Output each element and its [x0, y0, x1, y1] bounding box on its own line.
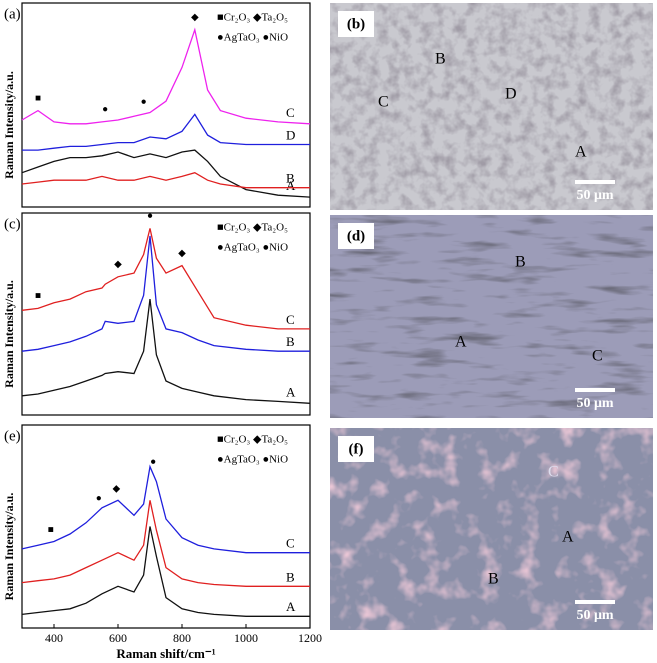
peak-marker: ◆ [113, 483, 121, 494]
x-tick-label: 1000 [234, 631, 258, 645]
series-label: C [286, 105, 295, 120]
spectrum-line [21, 149, 311, 198]
spectrum-line [21, 299, 311, 404]
peak-marker: ◆ [191, 12, 199, 23]
spectrum-line [21, 171, 310, 189]
y-axis-label: Raman Intensity/a.u. [2, 280, 16, 388]
peak-marker: ● [96, 493, 102, 504]
legend-entry: ■Cr₂O₃ ◆Ta₂O₅ [217, 222, 288, 234]
series-label: D [286, 127, 295, 142]
region-label: B [435, 51, 446, 68]
peak-marker: ◆ [178, 248, 186, 259]
peak-marker: ● [141, 96, 147, 107]
legend-entry: ●AgTaO₃ ●NiO [217, 242, 288, 254]
spectrum-line [21, 27, 311, 125]
scale-label: 50 μm [576, 396, 613, 411]
peak-marker: ■ [48, 525, 54, 536]
x-tick-label: 800 [173, 631, 191, 645]
panel-label: (d) [347, 228, 365, 244]
legend-entry: ●AgTaO₃ ●NiO [217, 32, 288, 44]
x-axis-label: Raman shift/cm⁻¹ [116, 646, 215, 661]
panel-label-box [338, 11, 374, 37]
panel-label: (e) [4, 428, 21, 444]
panel-label-box [338, 223, 374, 249]
spectrum-line [21, 500, 310, 587]
series-label: C [286, 536, 295, 551]
spectrum-line [21, 526, 310, 617]
region-label: A [455, 334, 467, 351]
y-axis-label: Raman Intensity/a.u. [2, 493, 16, 601]
panel-label: (f) [349, 441, 364, 457]
region-label: D [505, 86, 517, 103]
peak-marker: ■ [35, 93, 41, 104]
legend-entry: ■Cr₂O₃ ◆Ta₂O₅ [217, 434, 288, 446]
region-label: C [378, 94, 389, 111]
plot-frame [21, 2, 311, 208]
peak-marker: ■ [35, 291, 41, 302]
panel-label: (c) [4, 216, 21, 232]
series-label: C [286, 312, 295, 327]
panel-label: (b) [347, 16, 365, 32]
x-tick-label: 400 [45, 631, 63, 645]
peak-marker: ◆ [114, 259, 122, 270]
region-label: A [562, 529, 574, 546]
series-label: B [286, 334, 295, 349]
x-tick-label: 600 [109, 631, 127, 645]
region-label: B [488, 571, 499, 588]
series-label: B [286, 171, 295, 186]
panel-label-box [338, 436, 374, 462]
peak-marker: ● [102, 104, 108, 115]
panel-label: (a) [4, 6, 21, 22]
plot-frame [21, 212, 311, 416]
series-label: A [286, 599, 296, 614]
spectrum-line [21, 235, 310, 352]
series-label: A [286, 384, 296, 399]
scale-label: 50 μm [576, 608, 613, 623]
spectrum-line [21, 464, 310, 554]
x-tick-label: 1200 [298, 631, 322, 645]
region-label: B [515, 254, 526, 271]
region-label: C [592, 348, 603, 365]
plot-frame [21, 424, 311, 629]
scale-label: 50 μm [576, 188, 613, 203]
series-label: A [286, 178, 296, 193]
spectrum-line [22, 113, 310, 151]
micrograph-texture [330, 3, 653, 210]
micrograph-texture [330, 428, 653, 630]
legend-entry: ■Cr₂O₃ ◆Ta₂O₅ [217, 12, 288, 24]
legend-entry: ●AgTaO₃ ●NiO [217, 454, 288, 466]
region-label: A [575, 144, 587, 161]
region-label: C [548, 464, 559, 481]
micrograph-texture [330, 215, 653, 418]
peak-marker: ● [150, 456, 156, 467]
spectrum-line [21, 228, 310, 330]
series-label: B [286, 569, 295, 584]
peak-marker: ● [147, 211, 153, 222]
y-axis-label: Raman Intensity/a.u. [2, 71, 16, 179]
